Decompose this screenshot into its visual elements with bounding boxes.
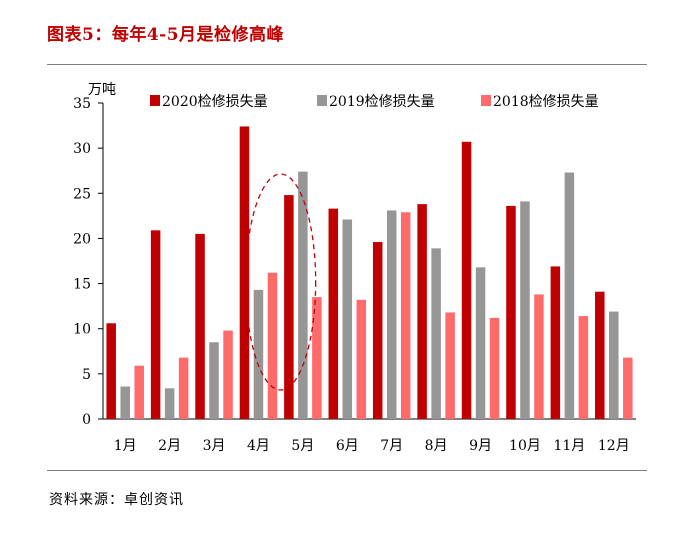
- bar-5月-2018检修损失量: [312, 297, 322, 419]
- bar-12月-2020检修损失量: [595, 291, 605, 419]
- bar-1月-2020检修损失量: [106, 323, 116, 419]
- bar-7月-2019检修损失量: [386, 210, 397, 419]
- legend-label: 2018检修损失量: [493, 94, 599, 110]
- legend-swatch-2019检修损失量: [317, 95, 327, 106]
- bar-12月-2019检修损失量: [609, 311, 619, 419]
- y-tick-label: 25: [73, 186, 91, 202]
- bar-6月-2018检修损失量: [356, 299, 367, 419]
- bar-1月-2018检修损失量: [134, 365, 144, 419]
- bar-3月-2019检修损失量: [209, 342, 219, 419]
- bar-3月-2020检修损失量: [195, 233, 205, 419]
- y-tick-label: 30: [73, 141, 91, 157]
- y-tick-label: 20: [73, 231, 91, 247]
- bottom-divider: [47, 470, 647, 471]
- bar-4月-2020检修损失量: [239, 126, 250, 419]
- bar-12月-2018检修损失量: [623, 357, 633, 419]
- bar-5月-2020检修损失量: [284, 195, 294, 419]
- x-tick-label: 2月: [158, 438, 181, 454]
- bar-2月-2019检修损失量: [164, 388, 175, 419]
- highlight-ellipse: [245, 173, 317, 391]
- bar-9月-2019检修损失量: [475, 267, 486, 419]
- bar-4月-2019检修损失量: [253, 289, 264, 419]
- bar-11月-2018检修损失量: [578, 316, 589, 419]
- x-tick-label: 4月: [247, 438, 270, 454]
- bar-8月-2018检修损失量: [445, 312, 455, 419]
- y-tick-label: 15: [73, 277, 91, 293]
- figure-title: 图表5：每年4-5月是检修高峰: [47, 25, 285, 45]
- bar-6月-2020检修损失量: [328, 208, 339, 419]
- bar-11月-2020检修损失量: [550, 266, 561, 419]
- x-tick-label: 7月: [380, 438, 403, 454]
- bar-1月-2019检修损失量: [120, 386, 130, 419]
- y-axis-unit-label: 万吨: [88, 82, 116, 98]
- bar-8月-2020检修损失量: [417, 204, 427, 419]
- bar-3月-2018检修损失量: [223, 330, 233, 419]
- bar-2月-2018检修损失量: [178, 357, 189, 419]
- bar-7月-2020检修损失量: [372, 242, 383, 419]
- legend-swatch-2018检修损失量: [481, 95, 491, 106]
- x-tick-label: 9月: [469, 438, 492, 454]
- x-tick-label: 10月: [509, 438, 541, 454]
- x-tick-label: 5月: [291, 438, 314, 454]
- x-tick-label: 12月: [598, 438, 630, 454]
- bar-7月-2018检修损失量: [400, 212, 411, 419]
- y-tick-label: 10: [73, 322, 91, 338]
- source-note: 资料来源：卓创资讯: [49, 492, 184, 508]
- bar-5月-2019检修损失量: [298, 171, 308, 419]
- bar-9月-2020检修损失量: [461, 141, 472, 419]
- bar-2月-2020检修损失量: [150, 230, 161, 419]
- bar-11月-2019检修损失量: [564, 172, 575, 419]
- y-tick-label: 35: [73, 96, 91, 112]
- x-tick-label: 8月: [425, 438, 448, 454]
- y-tick-label: 0: [82, 412, 91, 428]
- bar-9月-2018检修损失量: [489, 317, 500, 419]
- bar-10月-2019检修损失量: [520, 201, 530, 419]
- bar-10月-2020检修损失量: [506, 205, 516, 419]
- x-tick-label: 1月: [114, 438, 137, 454]
- bar-8月-2019检修损失量: [431, 248, 441, 419]
- y-tick-label: 5: [82, 367, 91, 383]
- x-tick-label: 6月: [336, 438, 359, 454]
- legend-label: 2019检修损失量: [329, 94, 435, 110]
- bar-4月-2018检修损失量: [267, 272, 278, 419]
- x-tick-label: 11月: [553, 438, 585, 454]
- bar-10月-2018检修损失量: [534, 294, 544, 419]
- legend-label: 2020检修损失量: [162, 94, 268, 110]
- bar-6月-2019检修损失量: [342, 219, 353, 419]
- x-tick-label: 3月: [203, 438, 226, 454]
- top-divider: [47, 64, 647, 65]
- legend-swatch-2020检修损失量: [150, 95, 160, 106]
